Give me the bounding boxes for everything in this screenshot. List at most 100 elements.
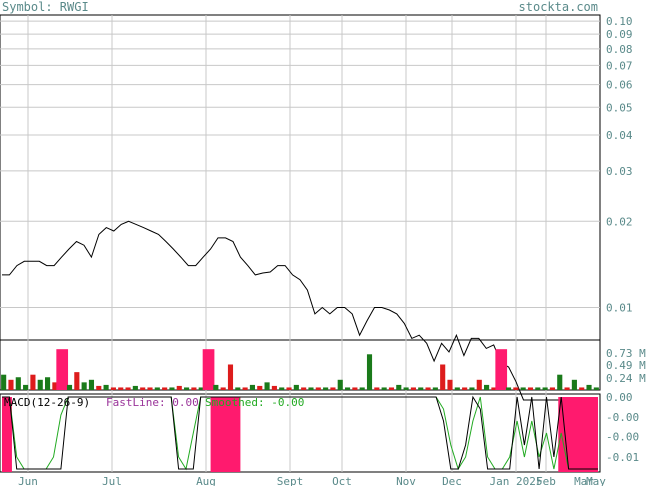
volume-bar [125,387,131,390]
volume-bar [476,379,482,390]
volume-bar [491,387,497,390]
volume-bar [359,387,365,390]
macd-tick-label: -0.00 [606,431,639,444]
volume-bar [542,387,548,390]
volume-bar [396,384,402,390]
price-panel-frame [0,14,601,341]
volume-bar [15,377,21,390]
volume-bar [593,387,599,390]
volume-bar [432,387,438,390]
volume-bar [140,387,146,390]
volume-bar [132,385,138,390]
month-label: Mar [574,475,594,486]
volume-bar [505,387,512,390]
volume-bar [30,374,36,390]
month-label: Sept [277,475,304,486]
macd-smoothed-label: Smoothed: -0.00 [205,396,304,409]
volume-bar [118,387,124,390]
volume-bar [191,387,197,390]
volume-panel-frame [0,339,601,391]
macd-title: MACD(12-26-9) [4,396,90,409]
volume-bar [352,387,358,390]
volume-bar [176,385,182,390]
price-tick-label: 0.05 [606,101,633,114]
macd-tick-label: -0.00 [606,411,639,424]
tick-labels: 0.100.09 0.08 0.07 0.06 0.05 0.04 0.03 0.02 0.01… [18,15,646,486]
volume-bar [45,377,51,390]
volume-bar [184,387,190,390]
volume-bar [88,379,95,390]
volume-bar [513,387,519,390]
volume-bar [381,387,387,390]
volume-bar [227,364,234,390]
volume-bar [271,385,277,390]
volume-bar [198,387,204,390]
symbol-label: Symbol: RWGI [2,0,89,14]
volume-bar [264,382,270,390]
macd-fast-line [2,395,598,470]
volume-bar [220,387,226,390]
macd-series [2,395,598,472]
volume-bar [37,379,43,390]
volume-bar [315,387,321,390]
volume-bar [301,387,307,390]
volume-bar [484,384,490,390]
volume-bar [147,387,153,390]
volume-bar [286,387,292,390]
volume-bar [557,374,563,390]
volume-bar [235,387,241,390]
volume-bar [96,385,102,390]
volume-bar [564,387,570,390]
macd-panel-frame [0,393,601,473]
volume-bar [454,387,460,390]
price-tick-label: 0.04 [606,129,633,142]
price-series [1,220,599,401]
volume-bar [23,384,29,390]
volume-bar [162,387,168,390]
macd-histogram-bar [2,397,12,472]
volume-bar [1,374,7,390]
volume-tick-label: 0.49 M [606,359,646,372]
volume-bar [374,387,380,390]
month-label: Nov [396,475,416,486]
volume-bar [81,382,87,390]
volume-bar [337,379,343,390]
volume-bar [403,387,409,390]
month-label: May [586,475,606,486]
grid-layer [0,15,600,472]
volume-bar [549,387,555,390]
month-label: Jul [102,475,122,486]
volume-bar [440,364,446,390]
volume-bar [388,387,395,390]
volume-bar [293,384,299,390]
volume-bar [469,387,475,390]
volume-bar [586,384,592,390]
volume-bar [249,384,255,390]
volume-bar [213,384,219,390]
volume-bar [345,387,351,390]
volume-bar [154,387,160,390]
site-label: stockta.com [519,0,598,14]
price-tick-label: 0.01 [606,301,633,314]
volume-bar [579,387,585,390]
macd-fastline-label: FastLine: 0.00 [106,396,199,409]
volume-bar [8,379,14,390]
volume-bar [425,387,431,390]
month-label: Jan 2025 [490,475,543,486]
volume-bar [103,384,109,390]
price-tick-label: 0.08 [606,43,633,56]
price-tick-label: 0.09 [606,28,633,41]
price-tick-label: 0.07 [606,59,633,72]
month-label: Feb [536,475,556,486]
volume-bar [110,387,116,390]
month-label: Dec [442,475,462,486]
volume-bar [202,349,215,390]
volume-bar [520,387,526,390]
price-tick-label: 0.06 [606,79,633,92]
volume-bar [74,372,80,390]
volume-bar [495,349,508,390]
volume-bar [169,387,175,390]
price-tick-label: 0.03 [606,165,633,178]
volume-bar [447,379,453,390]
